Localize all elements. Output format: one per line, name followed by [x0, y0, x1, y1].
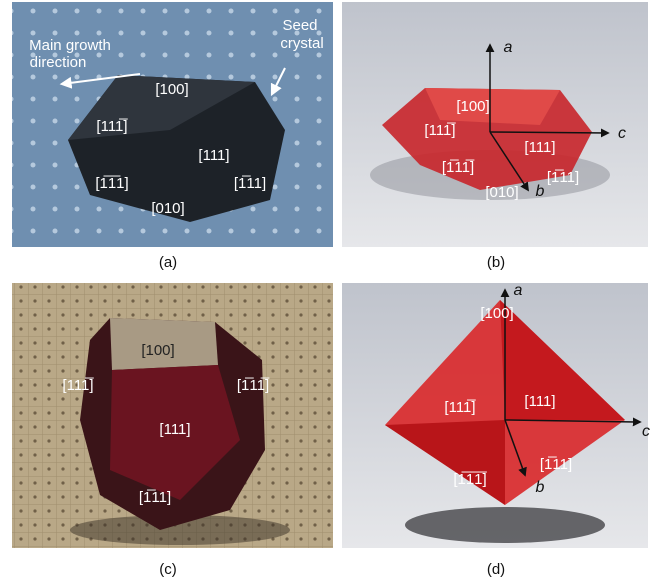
face-label: [1̅1̅1]: [95, 175, 128, 192]
face-label: [111]: [159, 421, 190, 438]
axis-label: b: [536, 183, 545, 200]
face-label: [100]: [456, 98, 489, 115]
axis-label: a: [504, 39, 513, 56]
panel-d: a b c [100] [111̅] [111] [1̅11] [1̅1̅1̅]…: [342, 282, 650, 578]
face-label: [111]: [198, 147, 229, 164]
crystal-face: [110, 365, 240, 500]
caption: (c): [159, 561, 177, 578]
panel-b: a b c [100] [111̅] [111] [1̅11̅] [1̅11] …: [342, 2, 648, 271]
axis: [504, 419, 527, 477]
face-label: [1̅11̅]: [442, 159, 475, 176]
axis-label: c: [642, 423, 650, 440]
shadow: [70, 515, 290, 545]
face-label: [1̅11]: [540, 456, 572, 473]
crystal-face: [500, 300, 625, 420]
axis-label: c: [618, 125, 626, 142]
crystal-face: [110, 318, 218, 370]
face-label: [1̅11̅]: [237, 377, 270, 394]
shadow: [405, 507, 605, 543]
face-label: [1̅11]: [139, 489, 171, 506]
caption: (b): [487, 254, 505, 271]
crystal-face: [68, 75, 255, 140]
annotation: crystal: [280, 35, 323, 52]
face-label: [111̅]: [96, 118, 128, 135]
face-label: [100]: [155, 81, 188, 98]
face-label: [111̅]: [444, 399, 476, 416]
face-label: [111̅]: [62, 377, 94, 394]
arrow: [270, 67, 286, 97]
crystal-face: [425, 88, 560, 125]
face-label: [010]: [151, 200, 184, 217]
face-label: [100]: [480, 305, 513, 322]
axis: [489, 131, 529, 192]
annotation: direction: [30, 54, 87, 71]
face-label: [010]: [485, 184, 518, 201]
face-label: [1̅1̅1̅]: [453, 471, 487, 488]
panel-a: Main growth direction Seed crystal [100]…: [12, 2, 333, 271]
face-label: [111]: [524, 393, 555, 410]
axis: [489, 128, 610, 138]
axis-label: b: [536, 479, 545, 496]
annotation: Main growth: [29, 37, 111, 54]
caption: (d): [487, 561, 505, 578]
caption: (a): [159, 254, 177, 271]
face-label: [1̅11]: [234, 175, 266, 192]
axis-label: a: [514, 282, 523, 299]
axis: [504, 417, 642, 427]
arrow: [59, 73, 141, 89]
face-label: [1̅11]: [547, 169, 579, 186]
panel-c: [100] [111̅] [1̅11̅] [111] [1̅11] (c): [12, 283, 333, 578]
face-label: [111̅]: [424, 122, 456, 139]
face-label: [111]: [524, 139, 555, 156]
face-label: [100]: [141, 342, 174, 359]
crystal-face: [385, 420, 505, 505]
annotation: Seed: [282, 17, 317, 34]
